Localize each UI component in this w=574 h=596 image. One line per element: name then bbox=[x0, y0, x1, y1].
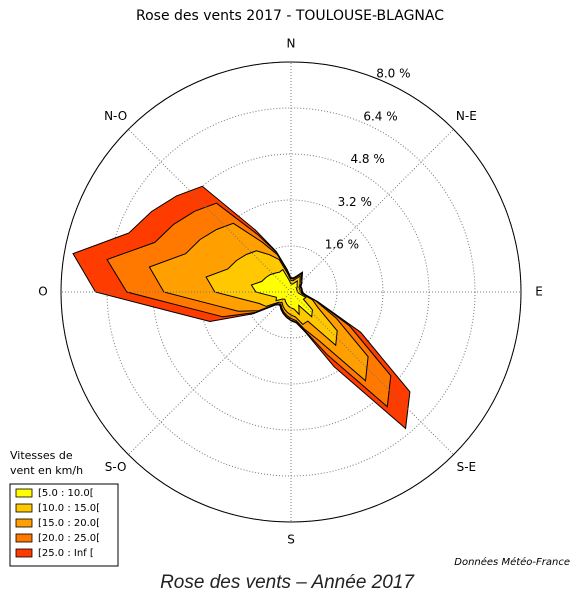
r-tick-label: 6.4 % bbox=[363, 109, 397, 123]
outer-circle bbox=[60, 61, 522, 523]
compass-label: N-O bbox=[104, 109, 127, 123]
legend-title: Vitesses de bbox=[10, 449, 73, 462]
caption: Rose des vents – Année 2017 bbox=[160, 572, 415, 593]
legend-label: [20.0 : 25.0[ bbox=[38, 533, 100, 544]
compass-label: S bbox=[287, 533, 295, 547]
r-tick-label: 4.8 % bbox=[350, 152, 384, 166]
legend-swatch bbox=[15, 533, 33, 543]
source: Données Météo-France bbox=[454, 556, 570, 568]
compass-label: N-E bbox=[456, 109, 477, 123]
legend-label: [5.0 : 10.0[ bbox=[38, 488, 94, 499]
compass-label: N bbox=[287, 37, 296, 51]
legend-swatch bbox=[15, 503, 33, 513]
r-tick-label: 8.0 % bbox=[376, 67, 410, 81]
legend-label: [10.0 : 15.0[ bbox=[38, 503, 100, 514]
legend-label: [15.0 : 20.0[ bbox=[38, 518, 100, 529]
legend-label: [25.0 : Inf [ bbox=[38, 548, 94, 559]
compass-label: S-O bbox=[105, 460, 127, 474]
chart-title: Rose des vents 2017 - TOULOUSE-BLAGNAC bbox=[136, 8, 444, 24]
legend-title: vent en km/h bbox=[10, 464, 83, 477]
legend-swatch bbox=[15, 518, 33, 528]
legend-swatch bbox=[15, 548, 33, 558]
compass-label: E bbox=[535, 285, 543, 299]
rose-area bbox=[205, 250, 338, 347]
compass-label: O bbox=[38, 285, 47, 299]
r-tick-label: 1.6 % bbox=[325, 238, 359, 252]
legend-swatch bbox=[15, 488, 33, 498]
compass-label: S-E bbox=[457, 460, 477, 474]
grid-spoke bbox=[290, 291, 454, 455]
r-tick-label: 3.2 % bbox=[338, 195, 372, 209]
